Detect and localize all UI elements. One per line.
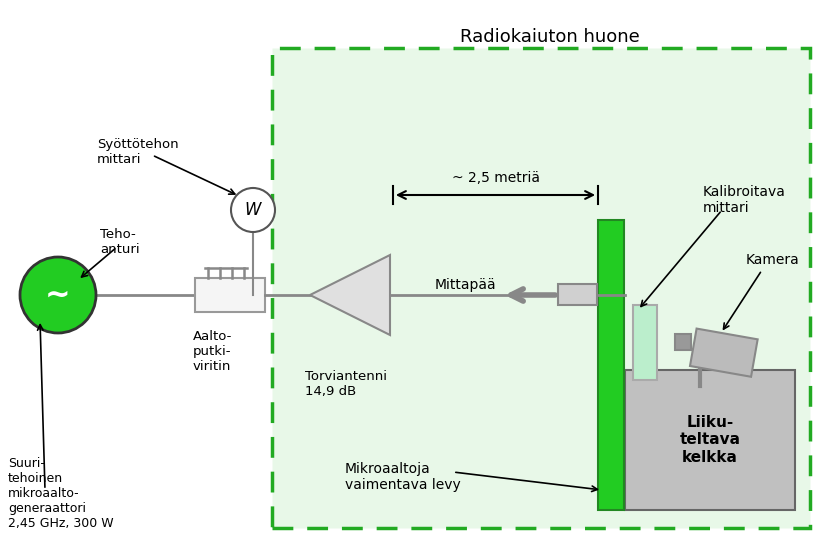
Bar <box>195 278 265 312</box>
Text: Kamera: Kamera <box>746 253 800 267</box>
Circle shape <box>231 188 275 232</box>
Text: Suuri-
tehoinen
mikroaalto-
generaattori
2,45 GHz, 300 W: Suuri- tehoinen mikroaalto- generaattori… <box>8 457 113 530</box>
Bar <box>272 48 810 528</box>
Text: ~ 2,5 metriä: ~ 2,5 metriä <box>452 171 539 185</box>
Text: Teho-
anturi: Teho- anturi <box>100 228 140 256</box>
Text: ~: ~ <box>45 280 71 310</box>
Circle shape <box>20 257 96 333</box>
Text: Radiokaiuton huone: Radiokaiuton huone <box>460 28 640 46</box>
Bar <box>675 334 691 350</box>
Text: Aalto-
putki-
viritin: Aalto- putki- viritin <box>193 330 232 373</box>
Bar <box>690 329 758 377</box>
Text: Torviantenni
14,9 dB: Torviantenni 14,9 dB <box>305 370 387 398</box>
Text: Kalibroitava
mittari: Kalibroitava mittari <box>703 185 786 215</box>
Bar <box>625 370 795 510</box>
Text: Mikroaaltoja
vaimentava levy: Mikroaaltoja vaimentava levy <box>345 462 461 492</box>
Polygon shape <box>310 255 390 335</box>
Bar <box>598 220 624 510</box>
Text: Mittapää: Mittapää <box>435 278 497 292</box>
Text: W: W <box>245 201 261 219</box>
Bar <box>558 284 597 305</box>
Bar <box>633 305 657 380</box>
Text: Liiku-
teltava
kelkka: Liiku- teltava kelkka <box>680 415 741 465</box>
Text: Syöttötehon
mittari: Syöttötehon mittari <box>97 138 179 166</box>
